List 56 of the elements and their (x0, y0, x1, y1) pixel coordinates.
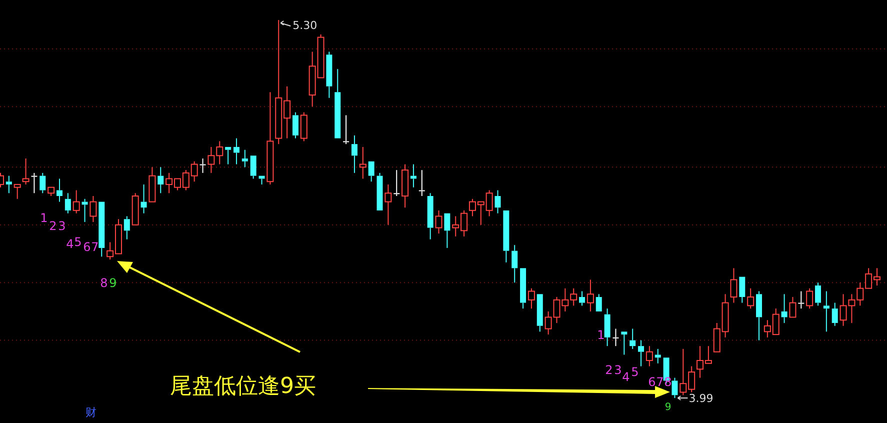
annotation: 5 (631, 365, 639, 379)
annotation: 6 (648, 375, 656, 389)
annotation: 2 (49, 219, 57, 233)
annotation: 7 (91, 240, 99, 254)
candlestick (512, 244, 518, 284)
candlestick (418, 170, 425, 197)
candlestick (200, 158, 206, 174)
candlestick (56, 178, 62, 202)
candlestick (343, 114, 350, 145)
text: 财 (86, 406, 96, 419)
candlestick (494, 190, 501, 214)
annotation: 3 (58, 219, 66, 233)
candlestick (832, 302, 838, 326)
candlestick (326, 51, 332, 98)
candlestick (351, 134, 358, 174)
text: 9 (664, 402, 672, 413)
annotation: 3 (614, 363, 622, 377)
candlestick (140, 184, 147, 214)
candlestick (427, 192, 434, 240)
candlestick (90, 196, 97, 222)
candlestick (242, 149, 248, 168)
annotation: 8 (100, 276, 108, 290)
candlestick (781, 294, 788, 324)
candlestick (654, 348, 661, 364)
candlestick (630, 328, 636, 350)
candlestick (756, 290, 762, 341)
annotation: 6 (83, 240, 91, 254)
candlestick (798, 290, 804, 310)
candlestick (730, 268, 738, 304)
candlestick (233, 138, 240, 165)
annotation: 尾盘低位逢9买 (170, 374, 316, 399)
annotation: 9 (109, 276, 117, 290)
candlestick (31, 172, 38, 194)
candlestick (359, 146, 366, 180)
candlestick (158, 166, 164, 194)
candlestick (384, 184, 392, 226)
candlestick (40, 172, 46, 194)
annotation: 4 (622, 370, 630, 384)
candlestick (64, 192, 71, 214)
candlestick (124, 216, 130, 240)
annotation: 5.30 (292, 19, 318, 32)
annotation: 7 (656, 375, 664, 389)
candlestick (823, 290, 830, 332)
annotation: 1 (40, 211, 48, 225)
candlestick (604, 308, 610, 347)
candlestick (394, 170, 400, 197)
candlestick (586, 279, 594, 312)
annotation: 1 (597, 328, 605, 342)
candlestick (612, 328, 619, 347)
annotation: 3.99 (688, 392, 714, 405)
annotation: 4 (66, 237, 74, 251)
annotation: 5 (74, 235, 82, 249)
candlestick (646, 346, 653, 367)
candlestick (638, 340, 644, 367)
annotation: 2 (605, 363, 613, 377)
candlestick (6, 175, 12, 194)
